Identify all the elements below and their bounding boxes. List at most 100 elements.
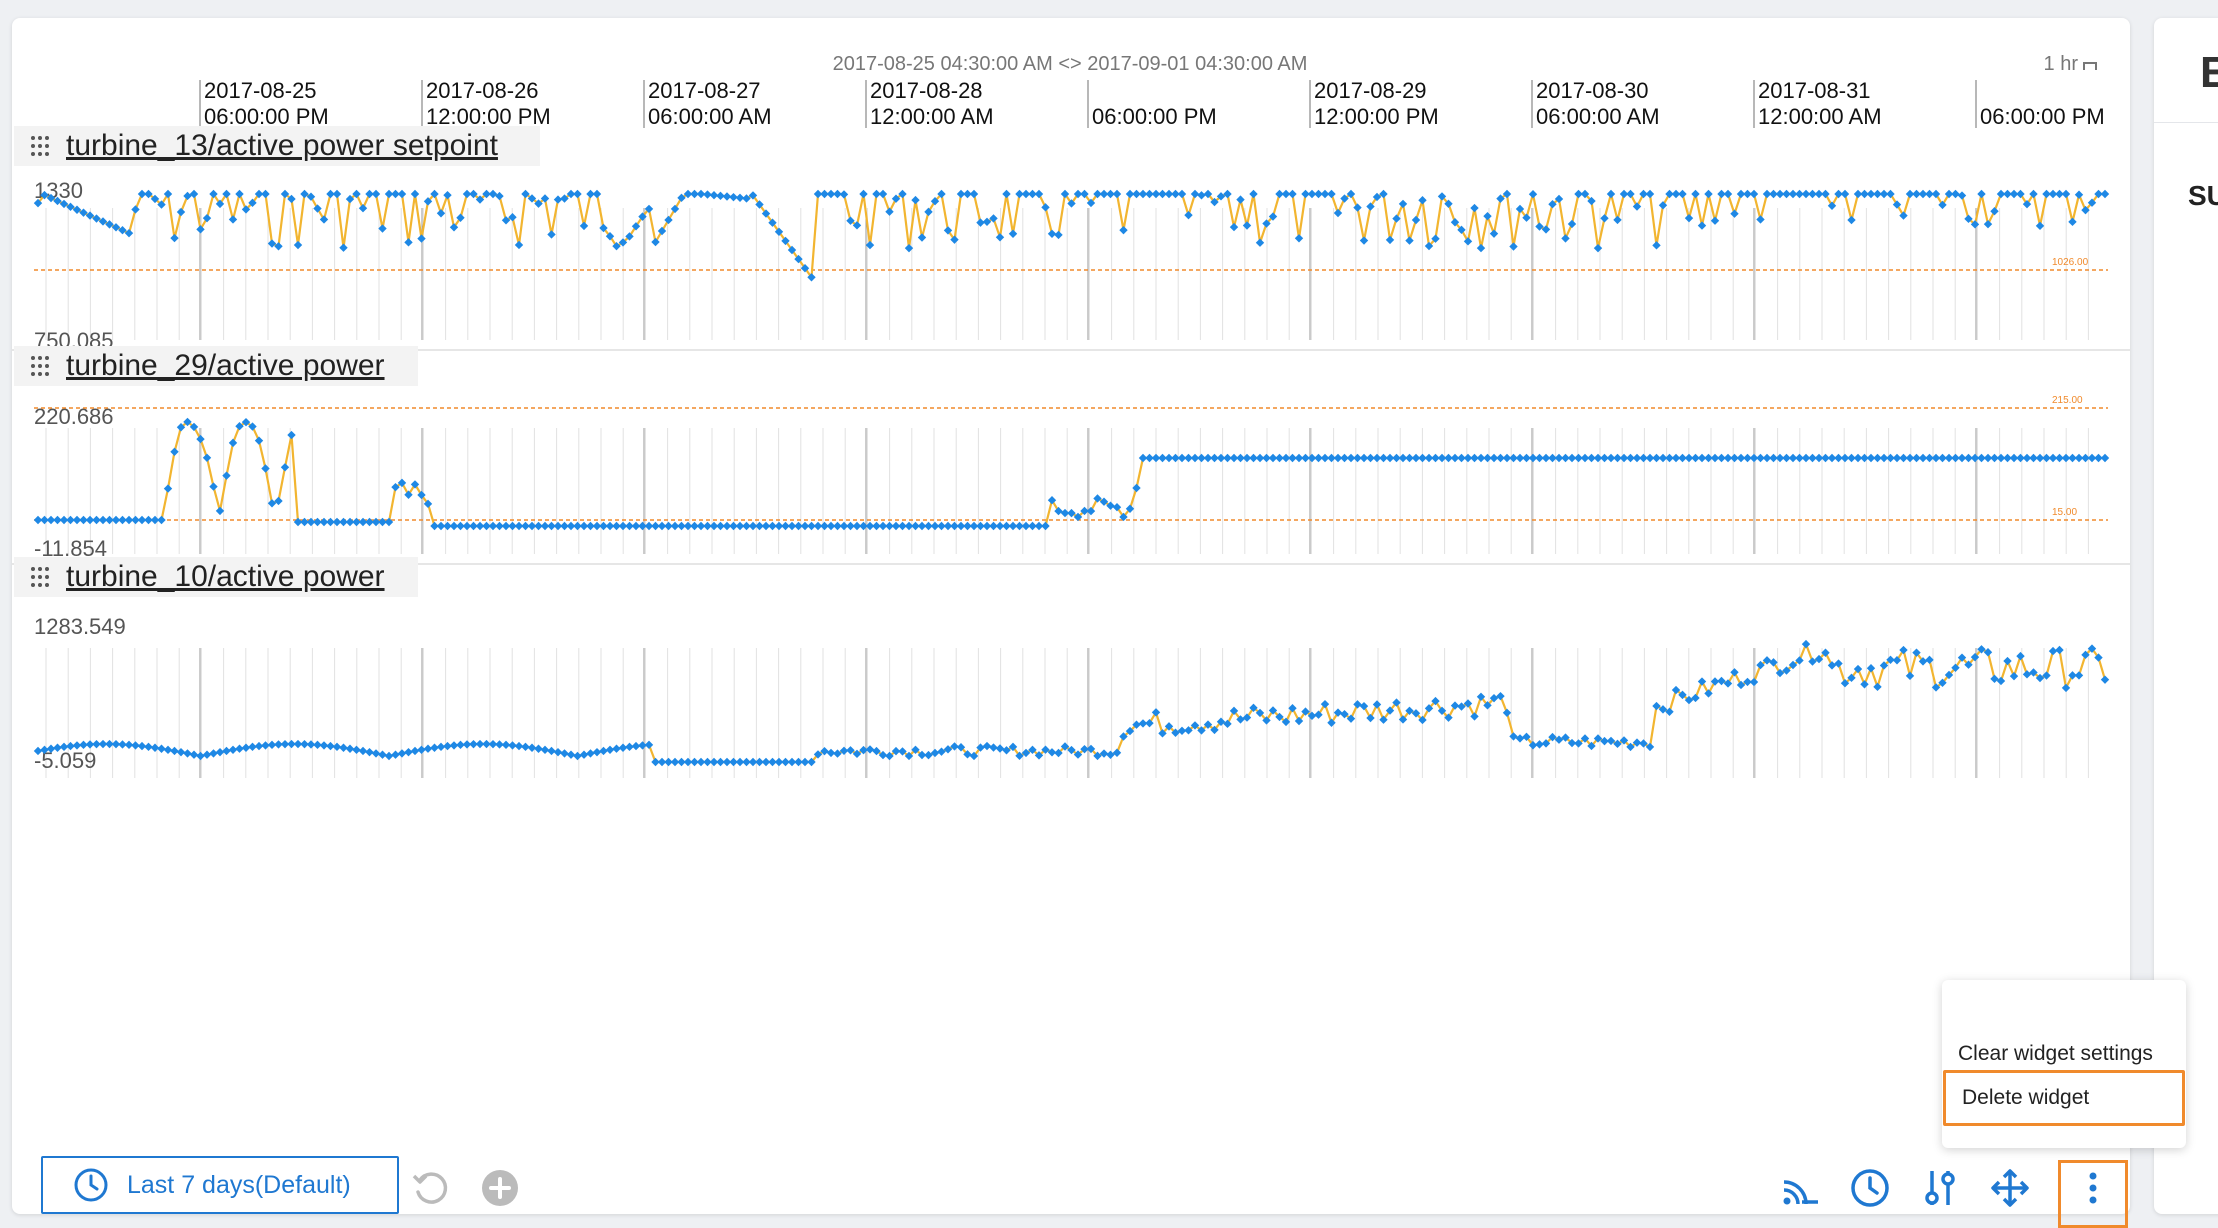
data-point (222, 471, 231, 480)
data-point (716, 191, 725, 201)
data-point (664, 757, 673, 767)
data-point (1528, 453, 1538, 463)
data-point (1613, 215, 1622, 225)
drag-handle-icon[interactable] (28, 354, 52, 378)
drag-handle-icon[interactable] (28, 565, 52, 589)
data-point (651, 521, 660, 531)
data-point (2035, 453, 2045, 463)
trend-title-link[interactable]: turbine_10/active power (66, 560, 385, 593)
data-point (1333, 453, 1343, 463)
data-point (599, 521, 608, 531)
data-point (1171, 453, 1180, 463)
data-point (943, 745, 953, 754)
trend-title-link[interactable]: turbine_13/active power setpoint (66, 129, 498, 162)
data-point (807, 757, 816, 767)
data-point (1769, 453, 1778, 463)
data-point (215, 199, 225, 209)
data-point (1905, 671, 1915, 681)
data-point (1288, 704, 1297, 713)
adjust-button[interactable] (1918, 1166, 1962, 1210)
data-point (644, 521, 654, 531)
data-point (1184, 453, 1193, 463)
stream-button[interactable] (1778, 1166, 1822, 1210)
data-point (1398, 199, 1408, 209)
data-point (963, 750, 972, 759)
data-point (1925, 189, 1934, 199)
data-point (1821, 648, 1830, 657)
data-point (1216, 192, 1226, 201)
data-point (306, 192, 316, 201)
data-point (774, 757, 784, 767)
data-point (1489, 693, 1499, 703)
trend-title-link[interactable]: turbine_29/active power (66, 349, 385, 382)
data-point (1502, 453, 1512, 463)
time-axis-time-label: 06:00:00 AM (648, 104, 772, 129)
data-point (352, 517, 361, 527)
data-point (1977, 189, 1986, 199)
data-point (508, 213, 517, 222)
data-point (618, 238, 628, 247)
move-button[interactable] (1988, 1166, 2032, 1210)
data-point (787, 245, 797, 255)
data-point (761, 757, 771, 767)
data-point (1366, 453, 1375, 463)
data-point (1814, 654, 1824, 664)
data-point (1398, 453, 1408, 463)
data-point (1847, 673, 1856, 683)
history-button[interactable] (1848, 1166, 1892, 1210)
data-point (703, 521, 712, 531)
data-point (163, 484, 173, 493)
add-trend-button[interactable] (478, 1166, 522, 1210)
data-point (482, 521, 491, 531)
data-point (930, 197, 940, 206)
data-point (215, 506, 225, 516)
data-point (1548, 732, 1557, 742)
data-point (1502, 189, 1512, 199)
delete-widget-item[interactable]: Delete widget (1943, 1070, 2185, 1126)
data-point (1112, 748, 1122, 757)
more-options-button[interactable] (2071, 1166, 2115, 1210)
data-point (807, 273, 816, 282)
data-point (1242, 713, 1252, 722)
data-point (423, 197, 433, 206)
data-point (1788, 189, 1798, 199)
data-point (846, 216, 855, 225)
data-point (274, 496, 283, 506)
data-point (872, 746, 881, 756)
data-point (781, 757, 790, 767)
data-point (1717, 189, 1726, 199)
data-point (839, 190, 849, 199)
data-point (1593, 734, 1603, 743)
data-point (735, 521, 745, 531)
data-point (1951, 453, 1960, 463)
data-point (1535, 453, 1544, 463)
drag-handle-icon[interactable] (28, 134, 52, 158)
data-point (2016, 453, 2025, 463)
clear-widget-settings-item[interactable]: Clear widget settings (1958, 1042, 2153, 1065)
data-point (1671, 453, 1681, 463)
data-point (1964, 453, 1973, 463)
data-point (1125, 189, 1135, 199)
time-range-button[interactable]: Last 7 days(Default) (41, 1156, 399, 1214)
data-point (768, 218, 777, 227)
trend-title-row-1: turbine_13/active power setpoint (14, 126, 540, 166)
data-point (105, 739, 114, 749)
data-point (1847, 215, 1856, 225)
data-point (1723, 453, 1733, 463)
data-point (1060, 742, 1070, 751)
data-point (1704, 453, 1713, 463)
time-axis-date-label: 2017-08-30 (1536, 78, 1649, 103)
data-point (560, 521, 569, 531)
data-point (1879, 661, 1889, 670)
data-point (1177, 726, 1187, 736)
data-point (482, 189, 491, 199)
data-point (176, 207, 186, 217)
data-point (1431, 696, 1440, 706)
time-axis-time-label: 06:00:00 PM (1092, 104, 1217, 129)
data-point (917, 750, 927, 760)
reset-button[interactable] (408, 1166, 452, 1210)
data-point (722, 192, 732, 201)
y-axis-max-label: 220.686 (34, 404, 114, 429)
data-point (501, 216, 511, 225)
data-point (690, 757, 699, 767)
